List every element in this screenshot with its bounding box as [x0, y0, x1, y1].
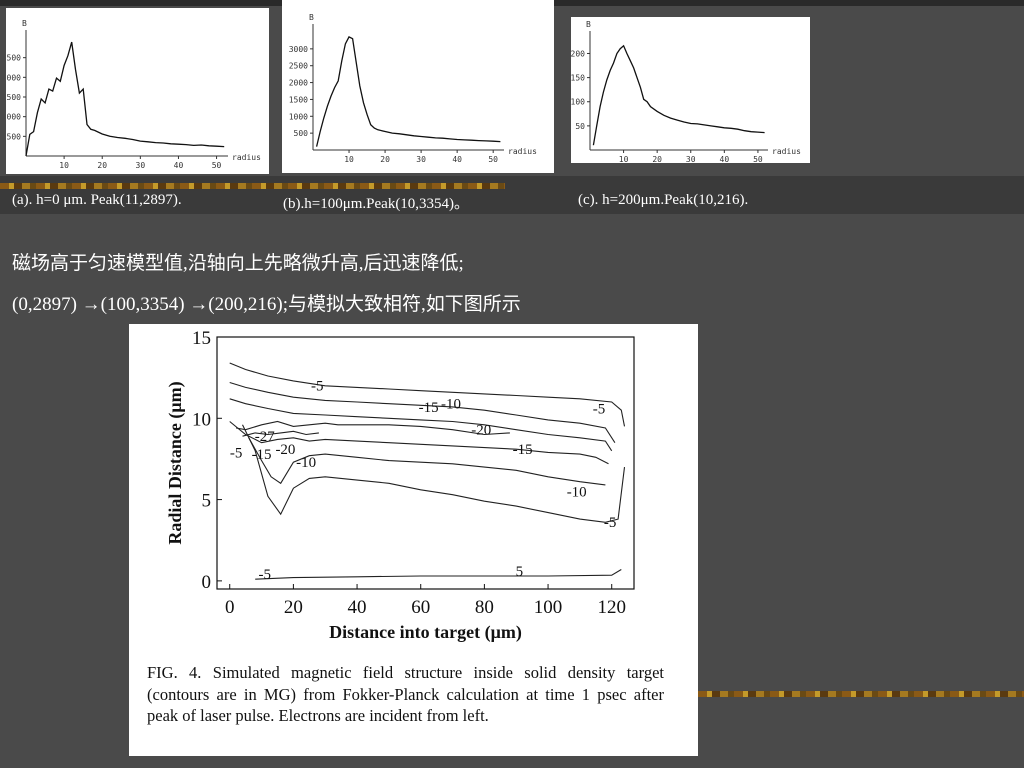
- contour-label: -15: [252, 447, 272, 463]
- data-line: [315, 36, 501, 147]
- x-tick-label: 60: [411, 597, 430, 618]
- contour-label: -20: [275, 442, 295, 458]
- y-tick-label: 10: [192, 409, 211, 430]
- contour-label: -5: [230, 445, 243, 461]
- x-tick-label: 0: [225, 597, 235, 618]
- y-tick-label: 2500: [6, 54, 21, 63]
- contour-label: -27: [255, 429, 275, 445]
- x-tick-label: 30: [136, 161, 146, 170]
- x-axis-label: Distance into target (μm): [329, 622, 522, 643]
- figure-caption: FIG. 4. Simulated magnetic field structu…: [147, 663, 664, 725]
- y-axis-label: Radial Distance (μm): [165, 381, 186, 544]
- x-tick-label: 10: [59, 161, 69, 170]
- y-tick-label: 2000: [289, 79, 308, 88]
- data-line: [592, 44, 765, 146]
- contour-label: -10: [567, 484, 587, 500]
- caption-c: (c). h=200μm.Peak(10,216).: [578, 192, 749, 208]
- y-tick-label: 150: [571, 74, 585, 83]
- contour-line: [236, 420, 510, 436]
- x-tick-label: 40: [720, 155, 730, 163]
- y-tick-label: 2000: [6, 73, 21, 82]
- x-tick-label: 30: [416, 155, 426, 164]
- x-tick-label: 120: [597, 597, 626, 618]
- y-tick-label: 500: [7, 132, 22, 141]
- x-tick-label: 40: [174, 161, 184, 170]
- x-axis-label: radius: [772, 147, 801, 156]
- y-tick-label: 2500: [289, 62, 308, 71]
- contour-label: -10: [296, 455, 316, 471]
- y-tick-label: 500: [294, 129, 309, 138]
- y-tick-label: 100: [571, 98, 585, 107]
- contour-line: [229, 362, 626, 427]
- y-tick-label: 1000: [289, 112, 308, 121]
- x-tick-label: 40: [348, 597, 367, 618]
- title-band: [0, 176, 1024, 214]
- x-tick-label: 20: [284, 597, 303, 618]
- contour-label: -15: [419, 400, 439, 416]
- y-tick-label: 0: [202, 572, 212, 593]
- contour-line: [229, 398, 613, 452]
- x-tick-label: 10: [344, 155, 354, 164]
- contour-label: -5: [593, 401, 606, 417]
- x-tick-label: 50: [212, 161, 222, 170]
- text-line-2: (0,2897) →(100,3354) →(200,216);与模拟大致相符,…: [12, 294, 521, 315]
- contour-label: 5: [516, 564, 524, 580]
- contour-line: [248, 437, 606, 486]
- plot-frame: [216, 336, 635, 590]
- x-tick-label: 80: [475, 597, 494, 618]
- y-tick-label: 3000: [289, 45, 308, 54]
- y-tick-label: 1000: [6, 113, 21, 122]
- x-tick-label: 50: [488, 155, 498, 164]
- x-tick-label: 30: [686, 155, 696, 163]
- contour-line: [242, 424, 626, 523]
- y-tick-label: 200: [571, 49, 585, 58]
- caption-b: (b).h=100μm.Peak(10,3354)。: [283, 196, 470, 212]
- x-tick-label: 20: [652, 155, 662, 163]
- contour-label: -5: [311, 379, 324, 395]
- y-tick-label: 15: [192, 328, 211, 349]
- contour-line: [255, 569, 622, 580]
- y-axis-label: B: [22, 19, 27, 28]
- x-tick-label: 40: [452, 155, 462, 164]
- y-tick-label: 1500: [289, 95, 308, 104]
- y-axis-label: B: [309, 13, 314, 22]
- y-tick-label: 50: [575, 122, 585, 131]
- decorative-stripe-right: [698, 691, 1024, 697]
- contour-label: -20: [471, 423, 491, 439]
- x-axis-label: radius: [232, 153, 261, 162]
- text-line-1: 磁场高于匀速模型值,沿轴向上先略微升高,后迅速降低;: [12, 253, 464, 274]
- contour-line: [229, 381, 616, 443]
- data-line: [25, 41, 225, 157]
- contour-label: -10: [441, 397, 461, 413]
- x-axis-label: radius: [508, 147, 537, 156]
- contour-line: [242, 430, 319, 437]
- contour-chart: 0 20 40 60 80 100 120 0 5 10 15 Distance into targe…: [165, 328, 635, 643]
- decorative-stripe: [0, 183, 505, 189]
- caption-a: (a). h=0 μm. Peak(11,2897).: [12, 192, 182, 208]
- contour-label: -5: [604, 515, 617, 531]
- contour-figure: 0 20 40 60 80 100 120 0 5 10 15 Distance into targe…: [129, 324, 698, 756]
- contour-label: -5: [258, 567, 271, 583]
- y-tick-label: 1500: [6, 93, 21, 102]
- x-tick-label: 10: [619, 155, 629, 163]
- x-tick-label: 50: [753, 155, 763, 163]
- x-tick-label: 20: [380, 155, 390, 164]
- x-tick-label: 100: [534, 597, 563, 618]
- contour-label: -15: [513, 442, 533, 458]
- contour-line: [229, 421, 609, 465]
- y-tick-label: 5: [202, 491, 212, 512]
- x-tick-label: 20: [97, 161, 107, 170]
- y-axis-label: B: [586, 20, 591, 29]
